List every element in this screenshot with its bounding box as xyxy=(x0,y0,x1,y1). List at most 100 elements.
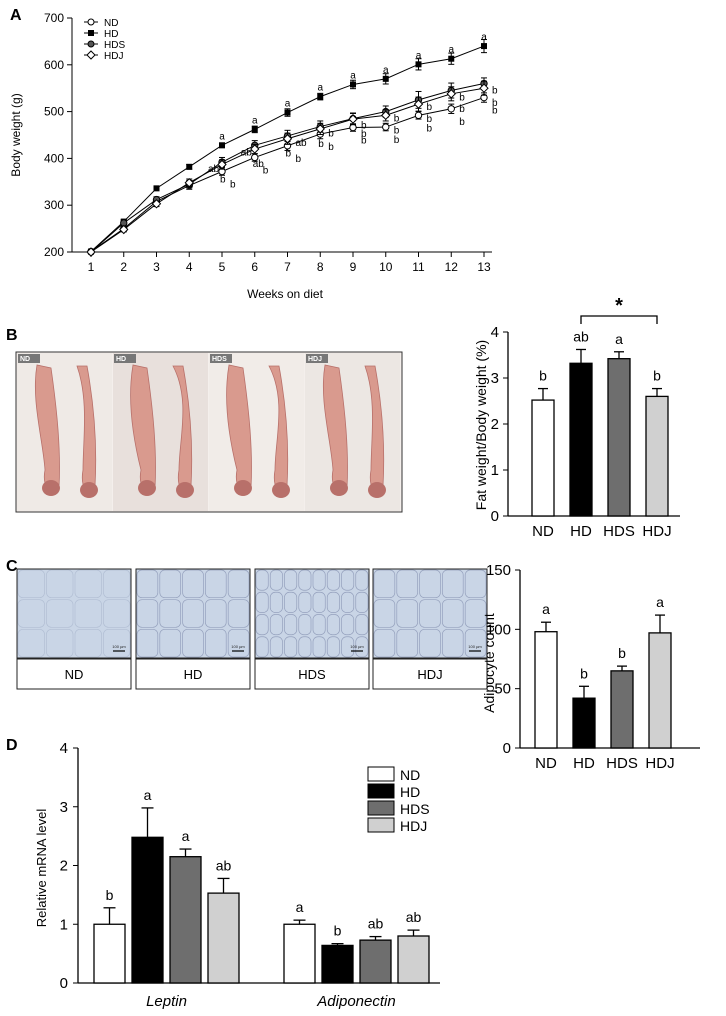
data-point-hd xyxy=(350,81,356,88)
significance-label: ab xyxy=(208,164,220,175)
bar-adiponectin-hds xyxy=(359,939,392,984)
adipocyte-cell xyxy=(298,614,312,636)
histology-label-box xyxy=(254,658,370,690)
significance-star: * xyxy=(615,295,623,317)
adipocyte-cell xyxy=(74,569,102,599)
bar-hdj xyxy=(648,632,672,749)
adipocyte-cell xyxy=(103,599,131,628)
adipocyte-cell xyxy=(269,636,283,658)
significance-label: b xyxy=(427,114,433,125)
adipocyte-cell xyxy=(46,628,74,658)
adipocyte-cell xyxy=(255,636,269,658)
adipocyte-cell xyxy=(255,614,269,636)
legend-label: HDS xyxy=(400,801,430,817)
adipocyte-cell xyxy=(464,628,487,658)
axis-label-y-mrna: Relative mRNA level xyxy=(34,809,49,928)
panel-letter-c: C xyxy=(6,558,18,575)
axis-label-x-weeks: Weeks on diet xyxy=(247,287,323,301)
adipocyte-cell xyxy=(74,628,102,658)
adipocyte-cell xyxy=(355,614,369,636)
legend-label: ND xyxy=(104,18,118,29)
adipocyte-cell xyxy=(298,569,312,591)
significance-label: a xyxy=(296,899,304,915)
significance-label: ab xyxy=(216,857,232,873)
x-tick-label: HD xyxy=(570,523,592,540)
adipocyte-cell xyxy=(442,628,464,658)
histology-image-panel: 100 µm ND 100 µm HD 100 µm HDS 100 µm HDJ xyxy=(16,568,488,690)
data-point-hdj xyxy=(282,134,293,144)
data-point-hdj xyxy=(479,83,489,93)
bar-leptin-nd xyxy=(93,923,126,984)
data-point-hdj xyxy=(119,224,129,235)
adipocyte-cell xyxy=(159,628,181,658)
adipocyte-cell xyxy=(442,599,464,628)
bar-adiponectin-hdj xyxy=(397,935,430,984)
y-tick-label: 3 xyxy=(60,799,68,816)
bar-leptin-hds xyxy=(169,856,202,984)
histology-label-box xyxy=(372,658,488,690)
significance-label: b xyxy=(492,86,498,97)
data-point-hd xyxy=(251,126,258,133)
adipocyte-cell xyxy=(284,636,298,658)
data-point-hdj xyxy=(217,159,227,170)
data-point-hd xyxy=(481,43,487,50)
adipocyte-cell xyxy=(136,569,159,599)
significance-label: b xyxy=(318,139,324,150)
significance-label: b xyxy=(286,149,292,160)
testis-right xyxy=(368,482,386,498)
bar-nd xyxy=(534,631,558,749)
adipocyte-cell xyxy=(396,628,418,658)
data-point-hdj xyxy=(413,99,424,109)
photo-hdj xyxy=(305,353,400,511)
legend-label: HDS xyxy=(104,40,125,51)
legend-swatch-hdj xyxy=(367,817,395,833)
data-point-hdj xyxy=(315,124,325,134)
adipocyte-cell xyxy=(17,569,45,599)
adipocyte-cell xyxy=(269,591,283,613)
significance-label: a xyxy=(656,594,664,610)
y-tick-label: 100 xyxy=(486,621,511,638)
y-tick-label: 1 xyxy=(60,916,68,933)
testis-right xyxy=(80,482,98,498)
significance-label: ab xyxy=(573,328,589,344)
bar-adiponectin-hd xyxy=(321,944,354,984)
adipocyte-cell xyxy=(205,599,227,628)
legend-label: HDJ xyxy=(400,818,427,834)
x-tick-label: 1 xyxy=(88,260,95,274)
adipocyte-cell xyxy=(182,599,204,628)
significance-label: b xyxy=(361,121,367,132)
histology-image-hdj xyxy=(372,568,488,659)
significance-label: b xyxy=(334,923,342,939)
x-tick-label: 7 xyxy=(284,260,291,274)
y-tick-label: 200 xyxy=(44,245,64,259)
adipocyte-cell xyxy=(373,599,396,628)
x-tick-label: ND xyxy=(535,755,557,772)
bar-hdj xyxy=(645,395,669,517)
adipocyte-cell xyxy=(284,614,298,636)
x-tick-label: 9 xyxy=(350,260,357,274)
data-point-nd xyxy=(349,123,357,132)
x-tick-label: HD xyxy=(573,755,595,772)
legend-swatch-nd xyxy=(367,766,395,782)
significance-label: b xyxy=(230,180,236,191)
histology-image-nd xyxy=(16,568,132,659)
data-point-hdj xyxy=(446,89,456,99)
data-point-nd xyxy=(414,111,423,120)
significance-label: b xyxy=(618,645,626,661)
significance-label: b xyxy=(427,123,433,134)
significance-label: b xyxy=(492,106,498,117)
scale-bar-label: 100 µm xyxy=(231,644,245,649)
legend-marker-hdj xyxy=(86,50,96,60)
data-point-hdj xyxy=(86,247,96,257)
scale-bar-label: 100 µm xyxy=(468,644,482,649)
significance-label: ab xyxy=(406,909,422,925)
adipocyte-cell xyxy=(312,569,326,591)
adipocyte-cell xyxy=(326,636,340,658)
data-point-hd xyxy=(382,75,389,82)
histology-label-box xyxy=(135,658,251,690)
histology-label: HD xyxy=(184,667,203,682)
x-tick-label: 5 xyxy=(219,260,226,274)
significance-label: a xyxy=(182,828,190,844)
histology-label: HDJ xyxy=(417,667,442,682)
significance-label: b xyxy=(328,129,334,140)
